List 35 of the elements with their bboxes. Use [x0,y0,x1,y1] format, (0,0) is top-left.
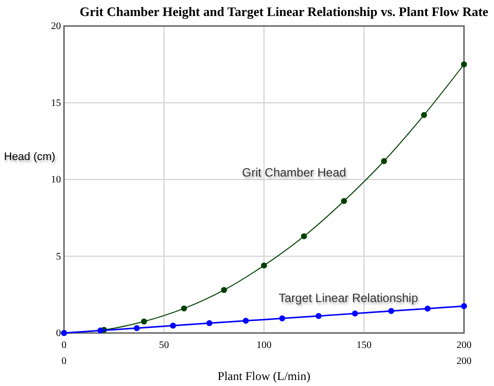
point [97,328,104,334]
point [461,61,467,68]
y-axis-title: Head (cm) [4,151,56,163]
y-tick-label: 5 [56,251,61,262]
point [424,306,431,312]
point [279,315,286,322]
point [341,198,347,204]
point [242,318,249,324]
point [261,262,267,268]
point [170,322,176,329]
point [221,287,227,294]
point [141,318,147,324]
x-tick-label: 100 [256,340,272,351]
point [421,112,427,118]
point [134,325,140,332]
chart-title: Grit Chamber Height and Target Linear Relationship vs. Plant Flow Rate [80,4,489,19]
point [316,312,322,319]
point [206,320,212,326]
point [301,233,307,240]
y-tick-label: 0 [56,328,61,339]
point [388,308,394,314]
point [381,158,387,164]
x-axis-title: Plant Flow (L/min) [218,369,310,383]
y-tick-label: 20 [51,21,61,32]
x-tick-label: 200 [456,340,472,351]
y-tick-label: 15 [51,98,61,109]
y-tick-label: 10 [51,174,61,186]
series-label: Grit Chamber Head [242,165,346,180]
point [352,310,358,317]
point [461,303,467,310]
series-label: Target Linear Relationship [278,290,418,305]
x2-tick-label: 200 [456,356,472,367]
point [181,305,187,312]
x-tick-label: 150 [356,340,372,351]
x-tick-label: 50 [159,340,169,351]
